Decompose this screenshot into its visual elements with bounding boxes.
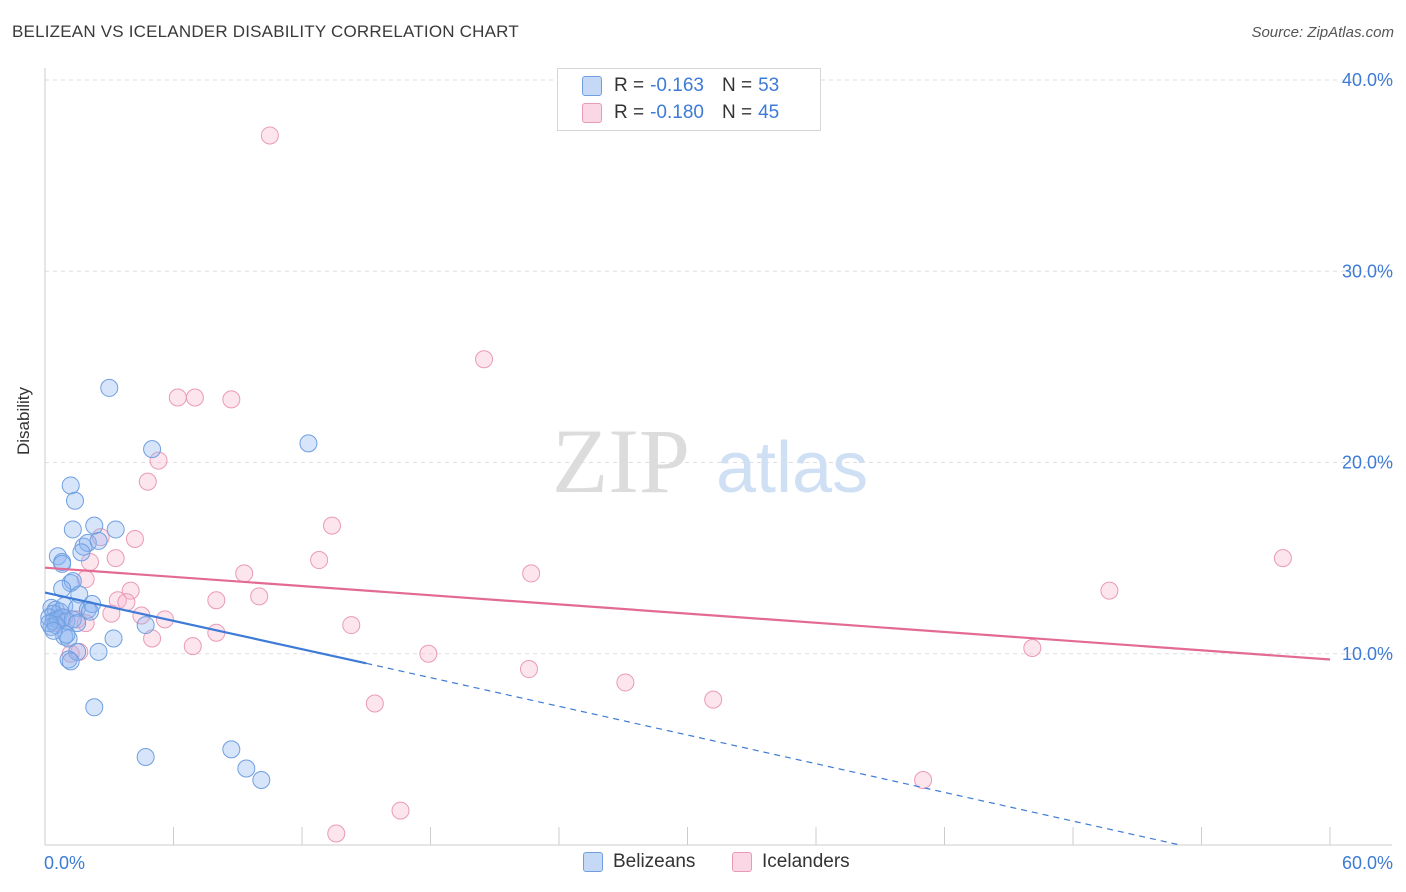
chart-title: BELIZEAN VS ICELANDER DISABILITY CORRELA… [12,22,519,41]
n-label: N = [721,102,753,123]
stats-row-belizeans: R = -0.163 N = 53 [582,73,779,99]
r-label: R = [614,75,645,96]
icelanders-point [327,824,346,843]
icelanders-point [365,694,384,713]
x-tick-label: 60.0% [1342,853,1393,873]
belizeans-points [40,378,318,789]
r-value: -0.163 [650,75,704,96]
belizeans-point [85,698,104,717]
legend-label: Icelanders [762,851,850,872]
icelanders-point [616,673,635,692]
legend-item-icelanders[interactable]: Icelanders [732,851,850,873]
r-label: R = [614,102,645,123]
icelanders-point [522,564,541,583]
icelanders-point [222,390,241,409]
belizeans-point [61,476,80,495]
icelanders-point [342,616,361,635]
icelanders-point [250,587,269,606]
icelanders-point [260,126,279,145]
trend-lines [44,566,1331,846]
icelanders-point [102,604,121,623]
belizeans-point [106,520,125,539]
belizeans-swatch [582,76,602,96]
icelanders-point [207,591,226,610]
belizeans-point [89,531,108,550]
icelanders-points [46,126,1292,843]
stats-row-icelanders: R = -0.180 N = 45 [582,100,779,126]
icelanders-point [1023,639,1042,658]
icelanders-point [391,801,410,820]
icelanders-point [121,581,140,600]
n-value: 53 [758,75,780,96]
watermark-zip: ZIP [552,410,690,512]
belizeans-trend-line [44,591,367,665]
icelanders-point [704,690,723,709]
icelanders-point [235,564,254,583]
belizeans-point [136,748,155,767]
belizeans-point [89,642,108,661]
icelanders-swatch [582,103,602,123]
n-label: N = [721,75,753,96]
grid-lines [45,79,1392,655]
belizeans-point [68,614,87,633]
r-value: -0.180 [650,102,704,123]
y-tick-label: 30.0% [1342,261,1393,281]
icelanders-point [138,472,157,491]
icelanders-point [310,551,329,570]
y-tick-label: 40.0% [1342,70,1393,90]
legend-label: Belizeans [613,851,696,872]
series-legend: Belizeans Icelanders [0,851,1406,877]
x-tick-label: 0.0% [44,853,85,873]
icelanders-point [1100,581,1119,600]
belizeans-point [65,491,84,510]
belizeans-trend-extension [366,662,1181,846]
icelanders-point [185,388,204,407]
y-tick-label: 20.0% [1342,453,1393,473]
belizeans-point [136,616,155,635]
icelanders-point [322,516,341,535]
tick-labels: 10.0% 20.0% 30.0% 40.0% 0.0% 60.0% [44,70,1393,873]
belizeans-point [222,740,241,759]
icelanders-point [475,350,494,369]
belizeans-point [100,378,119,397]
icelanders-point [914,770,933,789]
icelanders-point [168,388,187,407]
icelanders-trend-line [44,566,1331,661]
belizeans-point [237,759,256,778]
belizeans-point [44,621,63,640]
belizeans-point [72,543,91,562]
belizeans-point [61,652,80,671]
y-tick-label: 10.0% [1342,644,1393,664]
y-axis-label: Disability [14,386,33,455]
stats-legend: R = -0.163 N = 53 R = -0.180 N = 45 [557,68,821,131]
belizeans-point [143,440,162,459]
axes [44,68,1392,846]
icelanders-point [419,644,438,663]
source-label: Source: ZipAtlas.com [1251,24,1394,41]
icelanders-point [520,660,539,679]
belizeans-swatch [583,852,603,872]
icelanders-point [1273,549,1292,568]
icelanders-point [183,637,202,656]
belizeans-point [63,520,82,539]
icelanders-point [125,530,144,548]
n-value: 45 [758,102,780,123]
watermark-atlas: atlas [716,428,868,508]
belizeans-point [299,434,318,453]
icelanders-point [149,451,168,470]
legend-item-belizeans[interactable]: Belizeans [583,851,695,873]
belizeans-point [85,516,104,535]
belizeans-point [252,770,271,789]
belizeans-point [104,629,123,648]
icelanders-swatch [732,852,752,872]
icelanders-point [106,549,125,568]
